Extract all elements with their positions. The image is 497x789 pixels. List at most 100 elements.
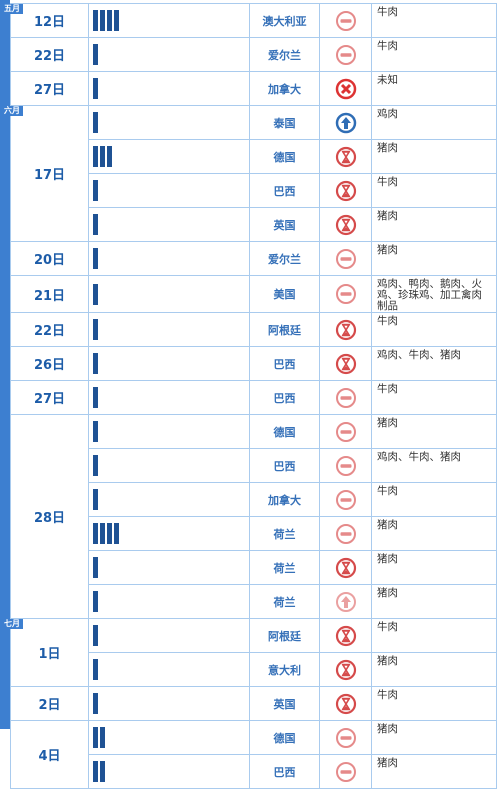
product: 鸡肉、牛肉、猪肉 xyxy=(371,448,497,483)
country: 荷兰 xyxy=(249,584,320,619)
bar-cell xyxy=(88,686,250,721)
bar-cell xyxy=(88,584,250,619)
status-icon xyxy=(319,207,372,242)
bar xyxy=(93,727,98,748)
status-icon xyxy=(319,346,372,381)
date: 17日 xyxy=(33,168,66,183)
status-icon xyxy=(319,3,372,38)
bar-cell xyxy=(88,207,250,242)
date: 27日 xyxy=(10,380,89,415)
country: 巴西 xyxy=(249,346,320,381)
product: 牛肉 xyxy=(371,37,497,72)
status-icon xyxy=(319,516,372,551)
status-icon xyxy=(319,652,372,687)
status-icon xyxy=(319,414,372,449)
bar xyxy=(93,44,98,65)
bar xyxy=(93,557,98,578)
country: 德国 xyxy=(249,414,320,449)
bar-cell xyxy=(88,71,250,106)
date: 4日 xyxy=(10,720,89,789)
bar xyxy=(93,625,98,646)
bar xyxy=(93,761,98,782)
bar xyxy=(93,523,98,544)
date: 22日 xyxy=(10,37,89,72)
country: 阿根廷 xyxy=(249,312,320,347)
product: 猪肉 xyxy=(371,652,497,687)
product: 牛肉 xyxy=(371,3,497,38)
bar xyxy=(100,523,105,544)
date-cell: 七月 1日 xyxy=(1,618,89,687)
country: 德国 xyxy=(249,139,320,174)
status-icon xyxy=(319,173,372,208)
country: 美国 xyxy=(249,275,320,313)
country: 澳大利亚 xyxy=(249,3,320,38)
date: 21日 xyxy=(10,275,89,313)
product: 猪肉 xyxy=(371,550,497,585)
bar-cell xyxy=(88,414,250,449)
bar-cell xyxy=(88,105,250,140)
country: 加拿大 xyxy=(249,482,320,517)
product: 鸡肉 xyxy=(371,105,497,140)
bar-cell xyxy=(88,346,250,381)
bar-cell xyxy=(88,618,250,653)
bar xyxy=(100,10,105,31)
date: 27日 xyxy=(10,71,89,106)
country: 巴西 xyxy=(249,173,320,208)
bar xyxy=(93,214,98,235)
product: 猪肉 xyxy=(371,241,497,276)
date: 22日 xyxy=(10,312,89,347)
date: 20日 xyxy=(10,241,89,276)
country: 德国 xyxy=(249,720,320,755)
date: 26日 xyxy=(10,346,89,381)
bar xyxy=(107,146,112,167)
bar xyxy=(114,10,119,31)
bar-cell xyxy=(88,241,250,276)
status-icon xyxy=(319,618,372,653)
bar xyxy=(93,353,98,374)
bar-cell xyxy=(88,482,250,517)
country: 荷兰 xyxy=(249,550,320,585)
bar-cell xyxy=(88,312,250,347)
status-icon xyxy=(319,482,372,517)
bar-cell xyxy=(88,380,250,415)
country: 巴西 xyxy=(249,380,320,415)
status-icon xyxy=(319,275,372,313)
product: 猪肉 xyxy=(371,139,497,174)
status-icon xyxy=(319,241,372,276)
bar-cell xyxy=(88,754,250,789)
status-icon xyxy=(319,686,372,721)
bar-cell xyxy=(88,652,250,687)
status-icon xyxy=(319,720,372,755)
bar xyxy=(93,180,98,201)
status-icon xyxy=(319,71,372,106)
bar-cell xyxy=(88,173,250,208)
side-strip xyxy=(0,0,10,729)
product: 猪肉 xyxy=(371,584,497,619)
product: 牛肉 xyxy=(371,686,497,721)
status-icon xyxy=(319,550,372,585)
country: 加拿大 xyxy=(249,71,320,106)
country: 巴西 xyxy=(249,754,320,789)
bar xyxy=(93,78,98,99)
bar xyxy=(93,421,98,442)
status-icon xyxy=(319,380,372,415)
country: 爱尔兰 xyxy=(249,241,320,276)
bar xyxy=(107,10,112,31)
status-icon xyxy=(319,312,372,347)
status-icon xyxy=(319,754,372,789)
bar xyxy=(107,523,112,544)
product: 牛肉 xyxy=(371,618,497,653)
bar xyxy=(93,591,98,612)
country: 荷兰 xyxy=(249,516,320,551)
country: 英国 xyxy=(249,207,320,242)
product: 牛肉 xyxy=(371,380,497,415)
bar xyxy=(93,659,98,680)
date: 1日 xyxy=(38,647,61,662)
bar xyxy=(93,10,98,31)
bar-cell xyxy=(88,139,250,174)
bar xyxy=(100,761,105,782)
bar xyxy=(93,283,98,305)
bar xyxy=(93,693,98,714)
bar xyxy=(93,489,98,510)
